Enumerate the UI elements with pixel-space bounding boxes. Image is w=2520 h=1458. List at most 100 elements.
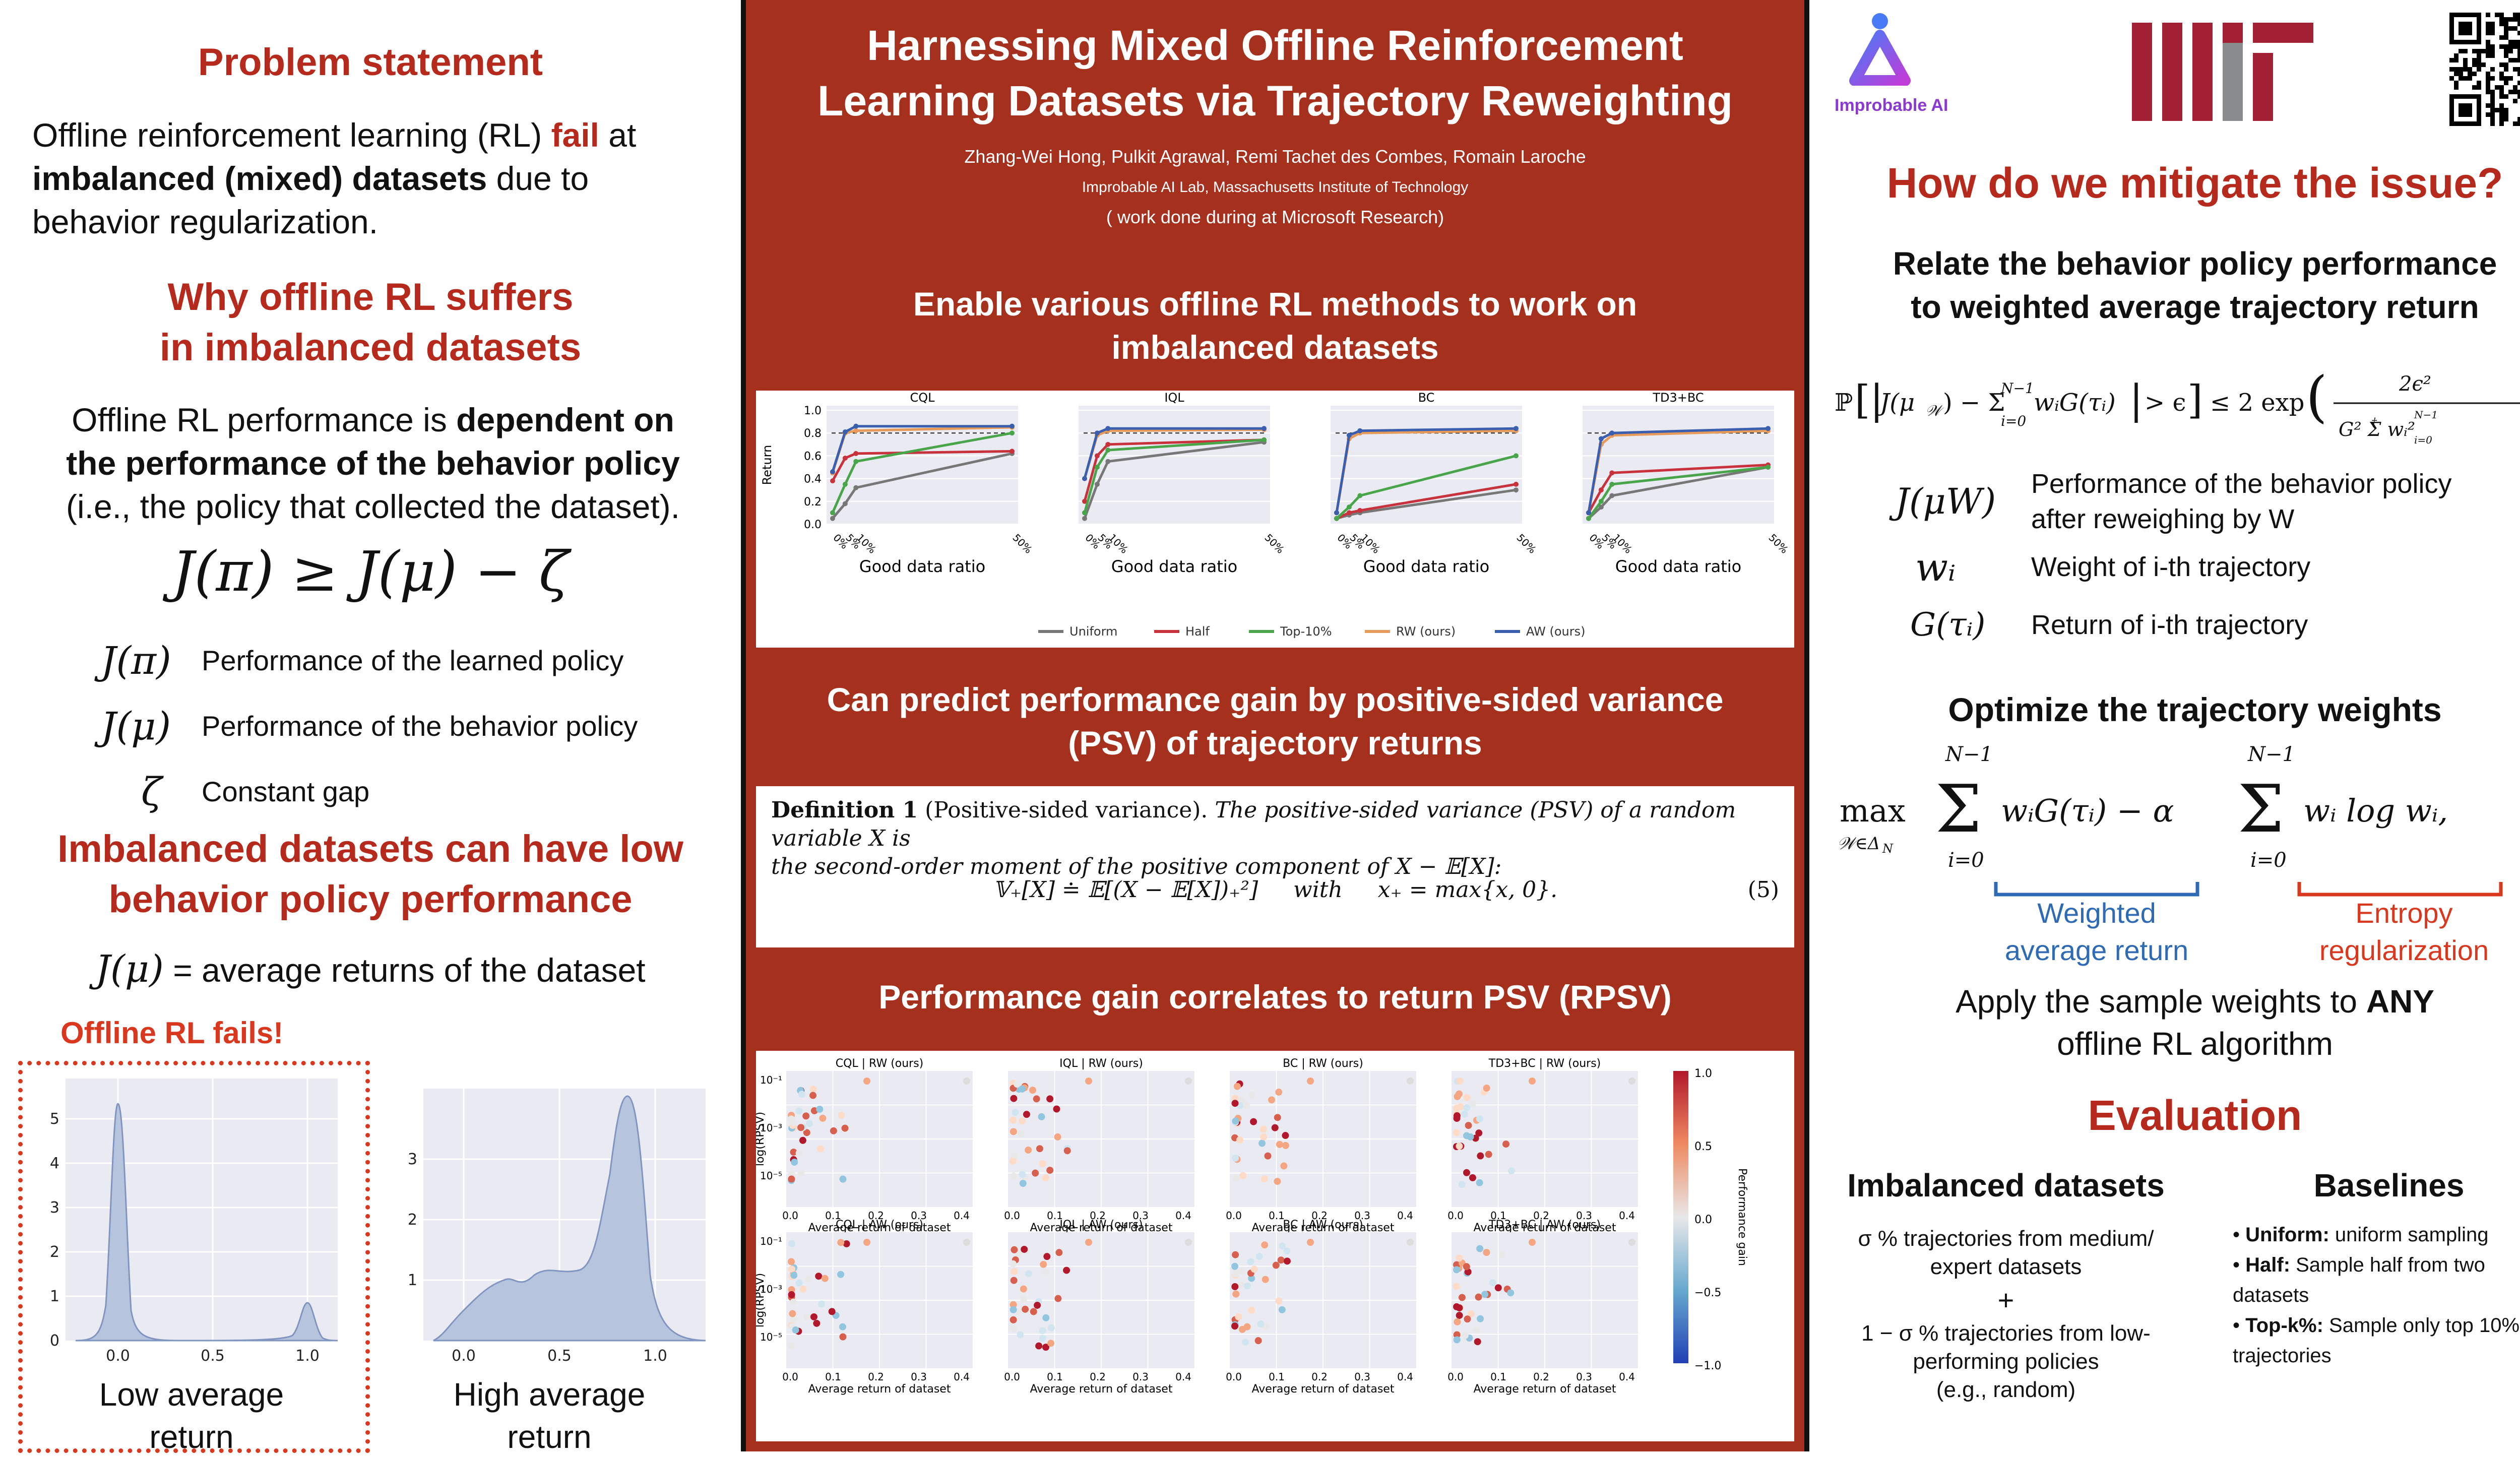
svg-text:|: | bbox=[2129, 376, 2143, 423]
scatter-point bbox=[1019, 1117, 1026, 1125]
scatter-point bbox=[1022, 1305, 1029, 1313]
kde-low-plot: 0 1 2 3 4 5 0.0 0.5 1.0 bbox=[50, 1079, 338, 1365]
section-2-title-1: Can predict performance gain by positive… bbox=[827, 681, 1724, 718]
jmu-symbol: J(μ) bbox=[95, 947, 164, 991]
chart-title: TD3+BC bbox=[1652, 391, 1704, 405]
qr-module bbox=[2486, 40, 2490, 44]
svg-text:N−1: N−1 bbox=[1945, 743, 1993, 766]
colorbar-tick: 0.0 bbox=[1694, 1214, 1712, 1226]
qr-module bbox=[2454, 85, 2459, 90]
subplot-title: TD3+BC | AW (ours) bbox=[1488, 1219, 1601, 1231]
x-tick-label: 10% bbox=[854, 532, 878, 556]
x-tick-label: 0.4 bbox=[1619, 1210, 1635, 1222]
qr-module bbox=[2517, 81, 2520, 85]
problem-text-2: at bbox=[599, 116, 637, 154]
qr-module bbox=[2517, 31, 2520, 35]
scatter-point bbox=[1085, 1077, 1092, 1085]
scatter-point bbox=[1043, 1253, 1051, 1260]
x-tick-label: 0.3 bbox=[1354, 1371, 1370, 1383]
scatter-point bbox=[1473, 1326, 1480, 1334]
colorbar-label: Performance gain bbox=[1736, 1168, 1748, 1266]
qr-module bbox=[2486, 103, 2490, 108]
kde-high-xtick: 0.5 bbox=[547, 1347, 572, 1365]
qr-module bbox=[2513, 99, 2517, 103]
scatter-point bbox=[1275, 1089, 1283, 1096]
scatter-point bbox=[1032, 1169, 1039, 1177]
data-point bbox=[1598, 487, 1604, 493]
scatter-point bbox=[1042, 1174, 1049, 1182]
x-tick-label: 0.4 bbox=[1619, 1371, 1635, 1383]
why-bold-2: the performance of the behavior policy bbox=[66, 445, 680, 482]
qr-module bbox=[2486, 76, 2490, 81]
scatter-point bbox=[1307, 1077, 1314, 1085]
svg-text:max: max bbox=[1840, 792, 1906, 829]
y-tick-label: 10⁻¹ bbox=[760, 1235, 782, 1247]
qr-module bbox=[2499, 35, 2504, 40]
svg-text:> ϵ: > ϵ bbox=[2145, 389, 2186, 417]
scatter-point bbox=[1463, 1263, 1470, 1271]
imb-text-5: (e.g., random) bbox=[1936, 1377, 2076, 1402]
scatter-point bbox=[816, 1106, 824, 1113]
subplot-title: BC | AW (ours) bbox=[1283, 1219, 1363, 1231]
qr-module bbox=[2499, 17, 2504, 22]
baselines-title: Baselines bbox=[2313, 1167, 2465, 1203]
qr-module bbox=[2499, 62, 2504, 67]
data-point bbox=[1514, 487, 1519, 493]
qr-module bbox=[2472, 72, 2477, 76]
why-title: Why offline RL suffers in imbalanced dat… bbox=[0, 272, 741, 373]
qr-module bbox=[2499, 103, 2504, 108]
scatter-subplot: TD3+BC | RW (ours) 0.0 0.1 0.2 0.3 0.4Average… bbox=[1447, 1057, 1638, 1234]
poster-title: Harnessing Mixed Offline Reinforcement L… bbox=[746, 18, 1804, 129]
qr-module bbox=[2477, 85, 2481, 90]
svg-text:|: | bbox=[1870, 376, 1883, 423]
svg-text:) − Σ: ) − Σ bbox=[1943, 389, 2005, 417]
subplot-title: BC | RW (ours) bbox=[1283, 1057, 1363, 1070]
qr-module bbox=[2517, 53, 2520, 58]
series-line-top-10- bbox=[831, 431, 1013, 514]
scatter-point bbox=[1507, 1167, 1515, 1175]
legend-label: Top-10% bbox=[1280, 624, 1332, 639]
qr-module bbox=[2508, 90, 2513, 94]
qr-module bbox=[2508, 49, 2513, 53]
qr-module bbox=[2513, 67, 2517, 72]
data-point bbox=[830, 516, 835, 521]
left-divider bbox=[741, 0, 746, 1451]
scatter-point bbox=[1454, 1318, 1461, 1325]
scatter-point bbox=[821, 1275, 829, 1282]
baseline-name: Half: bbox=[2245, 1254, 2291, 1276]
scatter-point bbox=[1231, 1095, 1239, 1102]
series-line-half bbox=[1587, 464, 1769, 514]
scatter-point bbox=[1248, 1306, 1255, 1314]
line-chart-bc: BC0%5%10% 50%Good data ratio bbox=[1331, 391, 1539, 576]
qr-module bbox=[2513, 85, 2517, 90]
scatter-point bbox=[1030, 1308, 1037, 1315]
kde-low-xtick: 0.5 bbox=[201, 1347, 225, 1365]
right-definition-row: J(μW) Performance of the behavior policy… bbox=[1895, 464, 2451, 539]
svg-text:2ϵ²: 2ϵ² bbox=[2399, 372, 2431, 396]
scatter-point bbox=[1011, 1267, 1018, 1275]
qr-module bbox=[2504, 94, 2508, 99]
scatter-point bbox=[828, 1308, 836, 1315]
scatter-point bbox=[1029, 1087, 1036, 1094]
why-bold-1: dependent on bbox=[456, 401, 674, 438]
qr-module bbox=[2504, 76, 2508, 81]
scatter-point bbox=[843, 1240, 850, 1247]
scatter-point bbox=[1232, 1251, 1239, 1258]
scatter-point bbox=[1282, 1132, 1289, 1139]
right-definition-text: Weight of i-th trajectory bbox=[2031, 552, 2311, 582]
baseline-desc: uniform sampling bbox=[2329, 1224, 2489, 1246]
series-line-uniform bbox=[1083, 440, 1265, 519]
kde-low-label-1: Low average bbox=[99, 1376, 284, 1413]
qr-module bbox=[2499, 13, 2504, 17]
chart-title: BC bbox=[1418, 391, 1435, 405]
kde-high-xtick: 0.0 bbox=[452, 1347, 476, 1365]
x-tick-label: 0.1 bbox=[1490, 1210, 1506, 1222]
qr-module bbox=[2449, 67, 2454, 72]
kde-low-label: Low average return bbox=[30, 1373, 353, 1458]
why-title-2: in imbalanced datasets bbox=[159, 326, 582, 369]
data-point bbox=[1609, 493, 1615, 498]
qr-module bbox=[2504, 53, 2508, 58]
scatter-point bbox=[1476, 1245, 1484, 1252]
definition-italic-1: The positive-sided variance (PSV) of a r… bbox=[771, 797, 1736, 851]
